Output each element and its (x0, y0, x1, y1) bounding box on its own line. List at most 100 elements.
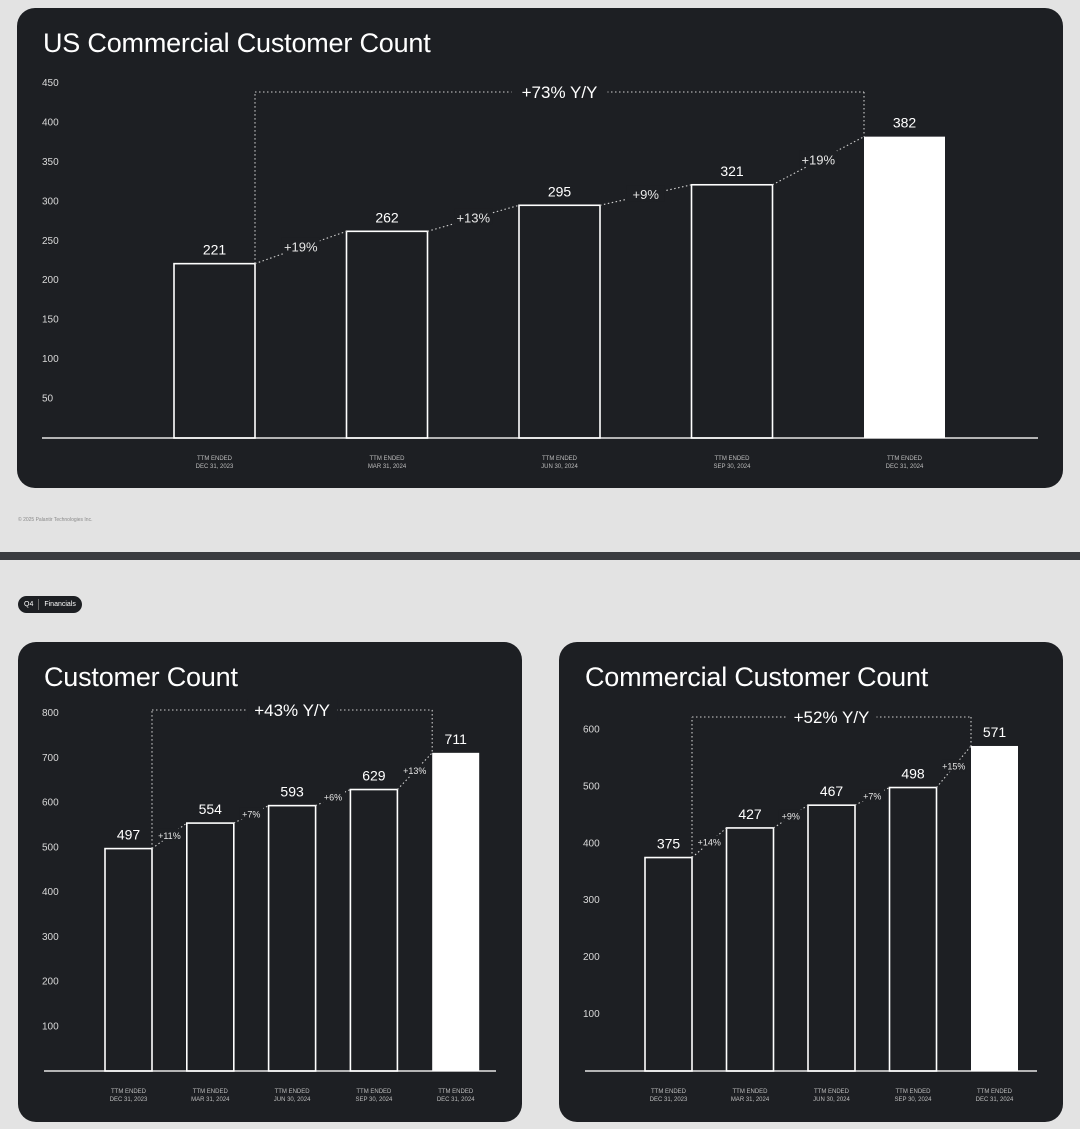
yoy-label-background (786, 706, 877, 728)
growth-label: +9% (782, 812, 800, 822)
x-category-label-line2: MAR 31, 2024 (368, 464, 407, 470)
bar-highlighted (864, 136, 945, 438)
chart-title: Commercial Customer Count (585, 662, 929, 692)
bar-value-label: 554 (199, 801, 223, 817)
bar-value-label: 498 (901, 766, 925, 782)
bar-value-label: 571 (983, 724, 1007, 740)
growth-label-background (157, 828, 182, 841)
bar (888, 786, 938, 1072)
growth-label: +14% (698, 838, 721, 848)
bar (349, 788, 399, 1072)
yoy-label: +52% Y/Y (794, 708, 870, 727)
y-tick-label: 450 (42, 78, 59, 89)
y-tick-label: 400 (583, 838, 600, 849)
y-tick-label: 300 (583, 895, 600, 906)
x-category-label-line2: DEC 31, 2024 (886, 464, 924, 470)
bar-value-label: 382 (893, 115, 917, 131)
us-commercial-customer-chart-card: 50 100 150 200 250 300 350 400 450 221 262 295 321 38… (17, 8, 1063, 488)
bar (690, 183, 774, 439)
bar-value-label: 321 (720, 163, 744, 179)
growth-label: +6% (324, 793, 342, 803)
growth-label: +13% (403, 766, 426, 776)
x-category-label-line2: JUN 30, 2024 (813, 1097, 850, 1103)
growth-label: +7% (242, 809, 260, 819)
growth-label: +9% (633, 187, 660, 202)
y-tick-label: 50 (42, 394, 54, 405)
growth-label: +11% (158, 831, 181, 841)
y-tick-label: 100 (42, 1021, 59, 1032)
bar-value-label: 221 (203, 242, 227, 258)
bar-value-label: 375 (657, 836, 681, 852)
growth-label: +19% (284, 239, 318, 254)
x-category-label-line1: TTM ENDED (715, 456, 751, 462)
growth-label-background (402, 764, 427, 777)
bar-value-label: 629 (362, 768, 386, 784)
x-category-label-line1: TTM ENDED (977, 1089, 1013, 1095)
bar-highlighted (432, 752, 480, 1071)
y-tick-label: 200 (42, 977, 59, 988)
x-category-label-line2: SEP 30, 2024 (895, 1097, 933, 1103)
y-tick-label: 100 (583, 1009, 600, 1020)
x-category-label-line2: SEP 30, 2024 (355, 1097, 393, 1103)
yoy-label-background (511, 81, 608, 103)
y-tick-label: 800 (42, 708, 59, 719)
x-category-label-line2: MAR 31, 2024 (191, 1097, 230, 1103)
x-category-label-line1: TTM ENDED (896, 1089, 932, 1095)
growth-connector (772, 136, 865, 186)
x-category-label-line2: JUN 30, 2024 (541, 464, 578, 470)
x-category-label-line1: TTM ENDED (438, 1089, 474, 1095)
x-category-label-line1: TTM ENDED (370, 456, 406, 462)
x-category-label-line1: TTM ENDED (193, 1089, 229, 1095)
bar (104, 847, 153, 1072)
y-tick-label: 400 (42, 117, 59, 128)
growth-label-background (697, 835, 722, 848)
bar-value-label: 262 (375, 209, 399, 225)
growth-label-background (860, 789, 885, 802)
x-category-label-line1: TTM ENDED (111, 1089, 147, 1095)
growth-label: +15% (942, 762, 965, 772)
y-tick-label: 500 (583, 781, 600, 792)
bar-value-label: 467 (820, 783, 844, 799)
bar-value-label: 593 (280, 784, 304, 800)
x-category-label-line1: TTM ENDED (733, 1089, 769, 1095)
yoy-label: +43% Y/Y (254, 701, 330, 720)
y-tick-label: 300 (42, 196, 59, 207)
growth-label-background (778, 809, 803, 822)
y-tick-label: 250 (42, 236, 59, 247)
bar-value-label: 427 (738, 806, 762, 822)
bar (725, 827, 775, 1072)
x-category-label-line1: TTM ENDED (356, 1089, 392, 1095)
growth-label-background (321, 790, 345, 803)
bar (518, 204, 601, 439)
bar-value-label: 295 (548, 183, 572, 199)
chart-title: Customer Count (44, 662, 238, 692)
x-category-label-line2: MAR 31, 2024 (731, 1097, 770, 1103)
x-category-label-line2: DEC 31, 2024 (437, 1097, 475, 1103)
bar-value-label: 497 (117, 827, 141, 843)
commercial-customer-count-chart: 100 200 300 400 500 600 375 427 467 498 571 +14% +9%… (583, 706, 1037, 1103)
bar (173, 262, 256, 439)
customer-count-chart-card: 100 200 300 400 500 600 700 800 497 554 593 629 711 +… (18, 642, 522, 1122)
x-category-label-line2: DEC 31, 2023 (650, 1097, 688, 1103)
copyright-note: © 2025 Palantir Technologies Inc. (18, 517, 93, 523)
y-tick-label: 400 (42, 887, 59, 898)
bar (267, 804, 317, 1072)
customer-count-chart: 100 200 300 400 500 600 700 800 497 554 593 629 711 +… (42, 699, 496, 1103)
growth-label-background (454, 208, 493, 225)
growth-label-background (941, 759, 966, 772)
badge-separator (38, 599, 40, 610)
bar-value-label: 711 (445, 731, 468, 747)
x-category-label-line1: TTM ENDED (887, 456, 923, 462)
bar (345, 230, 429, 439)
x-category-label-line1: TTM ENDED (651, 1089, 687, 1095)
chart-title: US Commercial Customer Count (43, 28, 431, 58)
x-category-label-line1: TTM ENDED (197, 456, 233, 462)
growth-label: +7% (863, 791, 881, 801)
y-tick-label: 600 (42, 798, 59, 809)
x-category-label-line1: TTM ENDED (275, 1089, 311, 1095)
growth-label-background (626, 185, 665, 202)
x-category-label-line1: TTM ENDED (542, 456, 578, 462)
section-badge: Q4 Financials (18, 596, 82, 613)
y-tick-label: 200 (583, 952, 600, 963)
x-category-label-line2: SEP 30, 2024 (714, 464, 752, 470)
